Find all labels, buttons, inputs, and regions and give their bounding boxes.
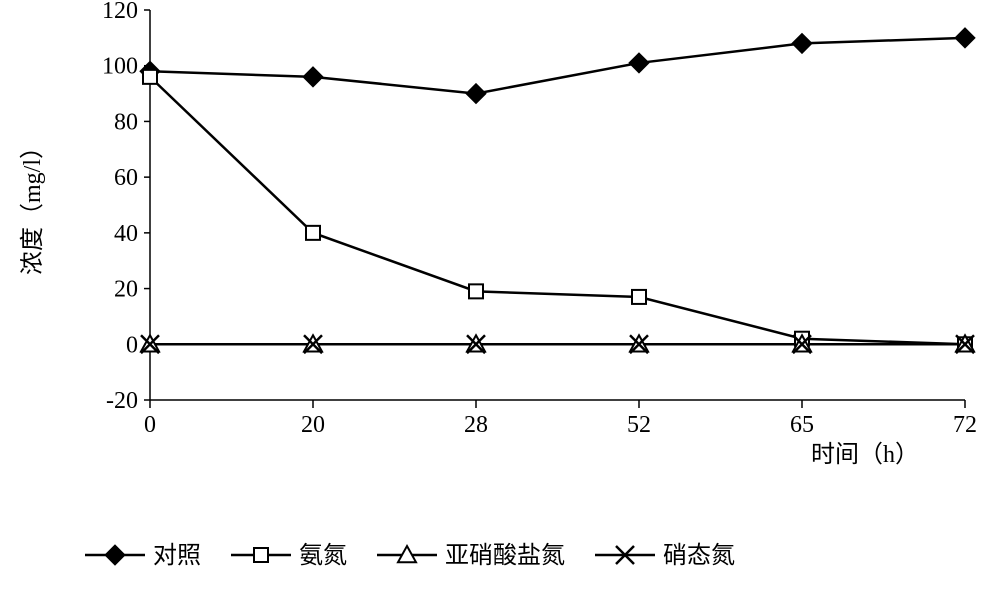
line-chart: -2002040608010012002028526572浓度（mg/l）时间（… <box>0 0 988 591</box>
legend-item: 亚硝酸盐氮 <box>377 542 565 569</box>
data-marker <box>792 33 812 53</box>
data-marker <box>629 53 649 73</box>
y-tick-label: 120 <box>102 0 138 24</box>
y-tick-label: 20 <box>114 277 138 303</box>
y-tick-label: -20 <box>106 388 138 414</box>
y-tick-label: 100 <box>102 54 138 80</box>
legend-item: 硝态氮 <box>595 542 735 569</box>
x-tick-label: 20 <box>301 412 325 438</box>
y-tick-label: 80 <box>114 109 138 135</box>
x-tick-label: 72 <box>953 412 977 438</box>
x-axis-label: 时间（h） <box>811 441 919 468</box>
series-line <box>150 38 965 94</box>
data-marker <box>466 84 486 104</box>
y-tick-label: 40 <box>114 221 138 247</box>
legend-item: 对照 <box>85 542 201 569</box>
x-tick-label: 65 <box>790 412 814 438</box>
legend-label: 氨氮 <box>299 542 347 569</box>
y-tick-label: 0 <box>126 332 138 358</box>
x-tick-label: 52 <box>627 412 651 438</box>
series-line <box>150 77 965 344</box>
x-tick-label: 28 <box>464 412 488 438</box>
chart-container: -2002040608010012002028526572浓度（mg/l）时间（… <box>0 0 988 591</box>
data-marker <box>955 28 975 48</box>
legend-label: 对照 <box>153 542 201 569</box>
data-marker <box>143 70 157 84</box>
y-axis-label: 浓度（mg/l） <box>19 135 46 275</box>
legend-item: 氨氮 <box>231 542 347 569</box>
legend-label: 硝态氮 <box>663 542 735 569</box>
data-marker <box>303 67 323 87</box>
x-tick-label: 0 <box>144 412 156 438</box>
legend-label: 亚硝酸盐氮 <box>445 542 565 569</box>
data-marker <box>306 226 320 240</box>
data-marker <box>469 284 483 298</box>
y-tick-label: 60 <box>114 165 138 191</box>
data-marker <box>632 290 646 304</box>
